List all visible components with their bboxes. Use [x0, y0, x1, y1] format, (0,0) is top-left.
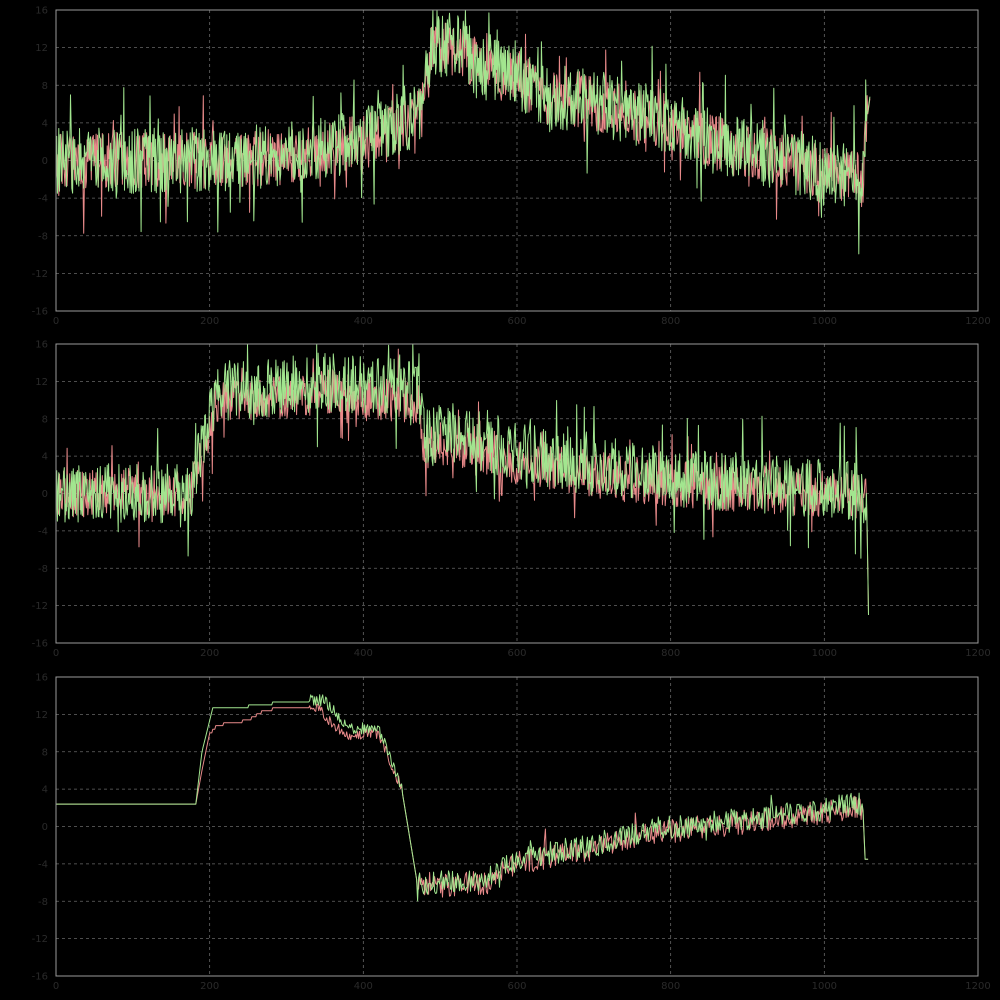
y-tick-label: 4	[42, 785, 48, 796]
series-line-2	[55, 9, 871, 255]
x-tick-label: 1000	[812, 316, 837, 327]
x-tick-label: 200	[200, 648, 219, 659]
y-tick-label: 12	[35, 377, 48, 388]
y-tick-label: 12	[35, 43, 48, 54]
x-tick-label: 600	[507, 981, 526, 992]
y-tick-label: 8	[42, 81, 48, 92]
y-tick-label: 16	[35, 673, 48, 684]
y-tick-label: -8	[38, 564, 48, 575]
y-tick-label: -8	[38, 897, 48, 908]
plot-frame	[55, 343, 979, 644]
y-tick-label: 0	[42, 822, 48, 833]
x-tick-label: 0	[53, 648, 59, 659]
y-tick-label: -12	[32, 934, 48, 945]
series-line-1	[55, 348, 869, 616]
y-tick-label: -4	[38, 526, 48, 537]
y-tick-label: -4	[38, 194, 48, 205]
y-tick-label: 4	[42, 118, 48, 129]
y-tick-label: 12	[35, 710, 48, 721]
x-tick-label: 1200	[965, 981, 990, 992]
x-tick-label: 1200	[965, 316, 990, 327]
series-line-2	[56, 694, 869, 902]
x-tick-label: 400	[354, 981, 373, 992]
y-tick-label: -16	[32, 307, 48, 318]
x-tick-label: 200	[200, 981, 219, 992]
x-tick-label: 400	[354, 648, 373, 659]
subplot-2: 0 200 400 600 800 1000 1200 -16 -12 -8 -4 0 4 8 12 16	[32, 340, 991, 660]
plot-frame	[55, 9, 979, 312]
series-line-1	[55, 19, 871, 234]
y-tick-label: 4	[42, 452, 48, 463]
series-line-1	[56, 703, 869, 898]
x-tick-label: 1000	[812, 981, 837, 992]
x-tick-label: 200	[200, 316, 219, 327]
y-tick-label: -16	[32, 972, 48, 983]
y-tick-label: -12	[32, 269, 48, 280]
x-tick-label: 1200	[965, 648, 990, 659]
subplot-1: 0 200 400 600 800 1000 1200 -16 -12 -8 -4 0 4 8 12 16	[32, 6, 991, 328]
y-tick-label: -16	[32, 639, 48, 650]
x-tick-label: 400	[354, 316, 373, 327]
y-tick-label: 16	[35, 340, 48, 351]
subplot-3: 0 200 400 600 800 1000 1200 -16 -12 -8 -4 0 4 8 12 16	[32, 673, 991, 993]
plot-frame	[55, 676, 979, 977]
y-tick-label: 0	[42, 156, 48, 167]
y-tick-label: 8	[42, 747, 48, 758]
x-tick-label: 600	[507, 316, 526, 327]
x-tick-label: 0	[53, 981, 59, 992]
y-tick-label: 0	[42, 489, 48, 500]
y-tick-label: -8	[38, 231, 48, 242]
x-tick-label: 800	[661, 648, 680, 659]
x-tick-label: 800	[661, 981, 680, 992]
x-tick-label: 0	[53, 316, 59, 327]
series-line-2	[55, 343, 869, 616]
x-tick-label: 800	[661, 316, 680, 327]
y-tick-label: -12	[32, 601, 48, 612]
y-tick-label: 16	[35, 6, 48, 17]
x-tick-label: 1000	[812, 648, 837, 659]
x-tick-label: 600	[507, 648, 526, 659]
y-tick-label: -4	[38, 859, 48, 870]
y-tick-label: 8	[42, 414, 48, 425]
